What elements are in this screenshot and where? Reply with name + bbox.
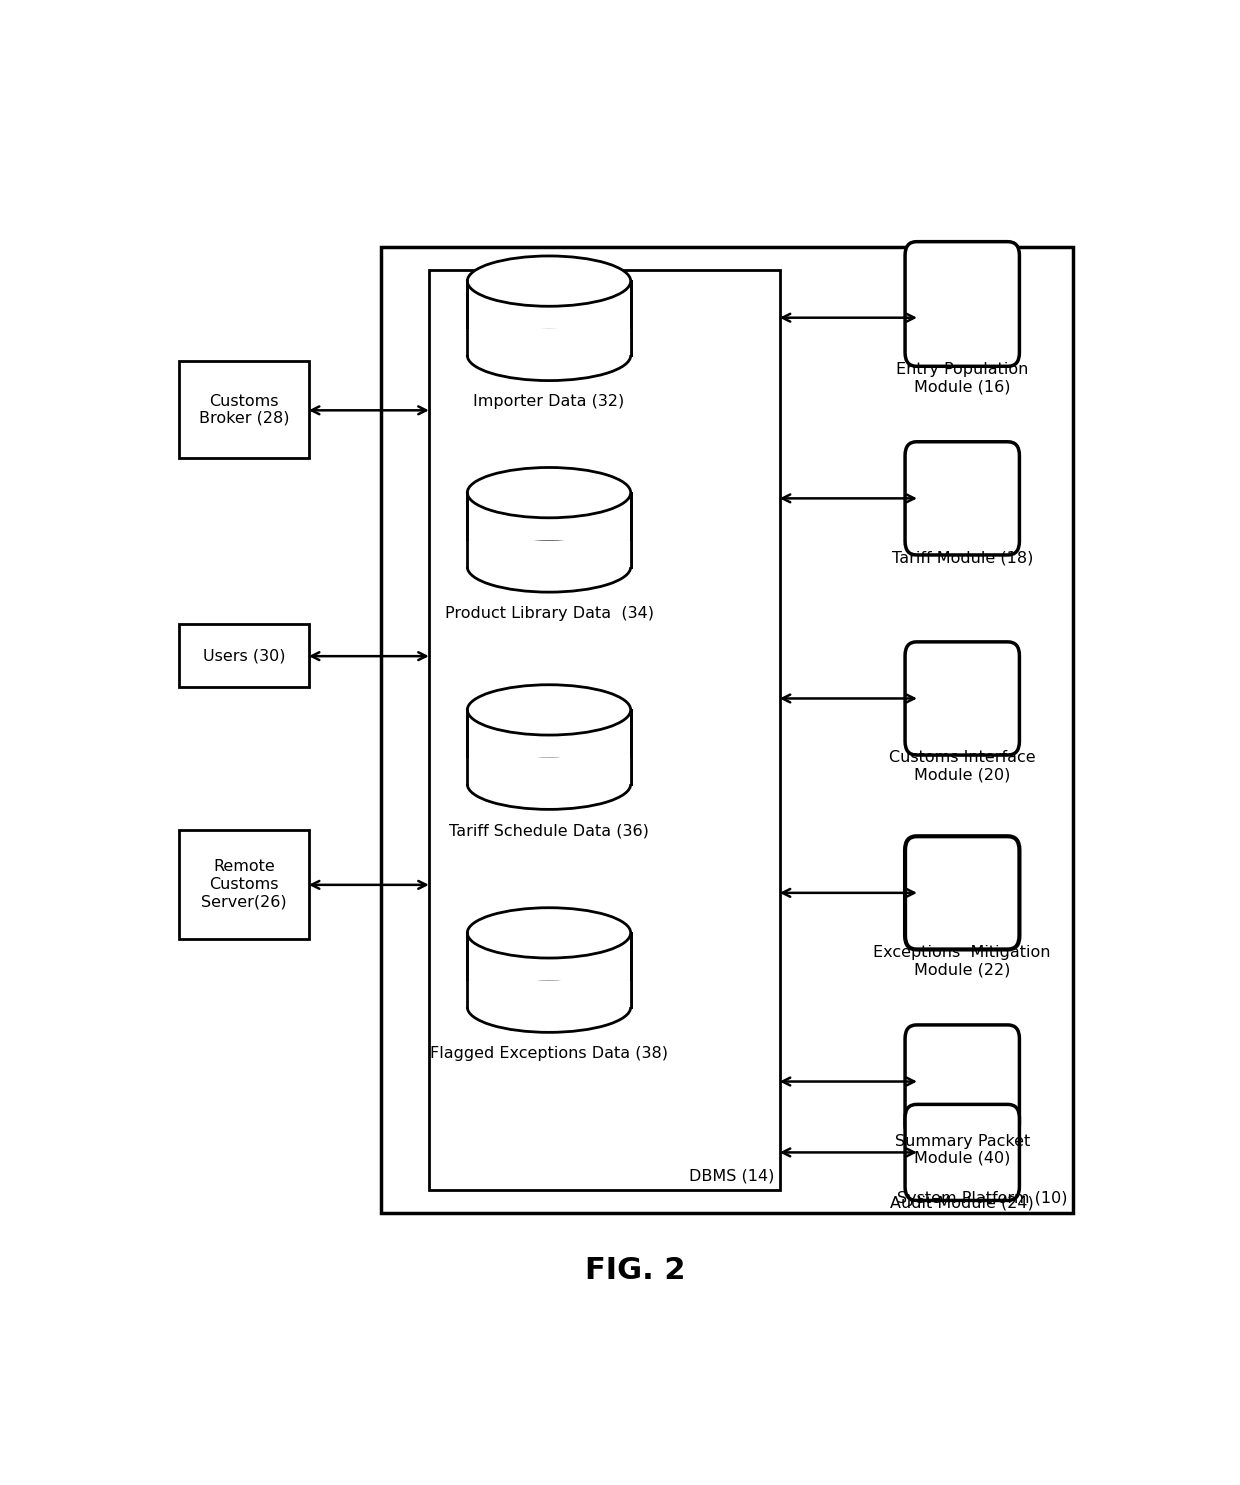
FancyBboxPatch shape [466,541,631,567]
Text: Exceptions  Mitigation
Module (22): Exceptions Mitigation Module (22) [873,944,1052,977]
Text: System Platform (10): System Platform (10) [898,1191,1068,1206]
Text: Audit Module (24): Audit Module (24) [890,1195,1034,1210]
Text: Flagged Exceptions Data (38): Flagged Exceptions Data (38) [430,1045,668,1062]
Text: Entry Population
Module (16): Entry Population Module (16) [897,362,1028,394]
FancyBboxPatch shape [179,624,309,688]
Ellipse shape [467,330,631,380]
Text: Customs
Broker (28): Customs Broker (28) [198,394,289,426]
Ellipse shape [467,542,631,593]
FancyBboxPatch shape [905,1105,1019,1200]
FancyBboxPatch shape [905,836,1019,949]
Text: Customs Interface
Module (20): Customs Interface Module (20) [889,750,1035,783]
FancyBboxPatch shape [466,330,631,355]
FancyBboxPatch shape [466,757,631,784]
FancyBboxPatch shape [467,710,631,784]
Text: Importer Data (32): Importer Data (32) [474,395,625,410]
FancyBboxPatch shape [179,830,309,939]
FancyBboxPatch shape [905,441,1019,555]
Text: Product Library Data  (34): Product Library Data (34) [444,606,653,621]
FancyBboxPatch shape [905,1025,1019,1138]
Text: Tariff Schedule Data (36): Tariff Schedule Data (36) [449,823,649,838]
FancyBboxPatch shape [467,493,631,567]
FancyBboxPatch shape [905,642,1019,754]
Text: Summary Packet
Module (40): Summary Packet Module (40) [894,1133,1030,1166]
FancyBboxPatch shape [905,242,1019,367]
FancyBboxPatch shape [467,281,631,355]
Text: Remote
Customs
Server(26): Remote Customs Server(26) [201,860,286,909]
Text: FIG. 2: FIG. 2 [585,1256,686,1285]
Text: Tariff Module (18): Tariff Module (18) [892,551,1033,566]
Text: Users (30): Users (30) [202,647,285,664]
Ellipse shape [467,907,631,958]
Ellipse shape [467,759,631,809]
Ellipse shape [467,685,631,735]
FancyBboxPatch shape [466,982,631,1007]
Ellipse shape [467,255,631,306]
FancyBboxPatch shape [429,270,780,1189]
FancyBboxPatch shape [467,933,631,1007]
Ellipse shape [467,982,631,1032]
Ellipse shape [467,468,631,518]
FancyBboxPatch shape [179,361,309,459]
Text: DBMS (14): DBMS (14) [689,1169,775,1184]
FancyBboxPatch shape [381,247,1073,1213]
